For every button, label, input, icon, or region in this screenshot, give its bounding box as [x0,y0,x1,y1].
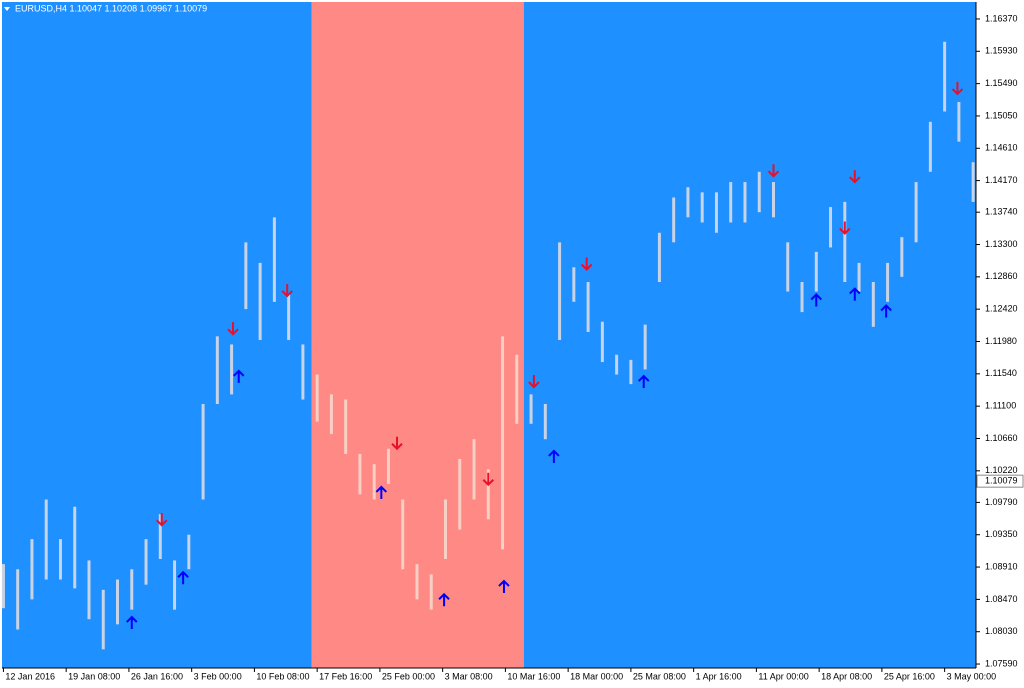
sell-arrow [482,472,494,487]
y-tick-label: 1.10220 [985,465,1018,475]
y-tick-label: 1.16370 [985,13,1018,23]
x-tick-label: 18 Apr 08:00 [821,671,872,681]
x-tick-label: 11 Apr 00:00 [758,671,808,681]
sell-arrow [839,221,851,235]
y-tick-label: 1.08910 [985,561,1018,571]
sell-arrow [391,436,403,451]
y-tick-label: 1.08470 [985,594,1018,604]
y-tick-label: 1.07590 [985,658,1018,668]
buy-arrow [548,449,560,463]
x-tick-label: 25 Mar 08:00 [633,671,686,681]
y-tick-label: 1.15490 [985,78,1018,88]
y-tick-label: 1.11100 [985,401,1016,411]
buy-arrow [177,570,189,585]
y-tick-label: 1.14610 [985,143,1018,153]
buy-arrow [375,485,388,499]
x-tick-label: 3 Mar 08:00 [445,671,493,681]
y-tick-label: 1.11980 [985,336,1017,346]
buy-arrow [498,579,510,594]
y-tick-label: 1.12860 [985,271,1018,281]
x-tick-label: 12 Jan 2016 [5,671,55,681]
x-tick-label: 3 May 00:00 [947,671,997,681]
x-tick-label: 25 Apr 16:00 [884,671,935,681]
plot-area [1,2,976,668]
sell-arrow [767,164,780,178]
y-tick-label: 1.15930 [985,46,1018,56]
buy-arrow [126,615,138,630]
x-tick-label: 1 Apr 16:00 [696,671,742,681]
y-tick-label: 1.14170 [985,175,1018,185]
y-tick-label: 1.15050 [985,110,1018,120]
buy-arrow [849,287,861,301]
x-tick-label: 10 Feb 08:00 [256,671,309,681]
last-price-box [976,474,1024,488]
x-tick-label: 17 Feb 16:00 [319,671,372,681]
x-tick-label: 10 Mar 16:00 [507,671,560,681]
x-tick-label: 3 Feb 00:00 [194,671,242,681]
buy-arrow [810,293,822,307]
menu-triangle[interactable] [4,7,10,11]
sell-arrow [281,283,293,298]
x-tick-label: 19 Jan 08:00 [68,671,120,681]
x-tick-label: 26 Jan 16:00 [131,671,183,681]
sell-arrow [528,375,540,389]
highlight-zone [311,2,524,668]
buy-arrow [638,374,650,389]
y-tick-label: 1.13300 [985,239,1018,249]
last-price-label: 1.10079 [985,476,1018,486]
buy-arrow [233,369,245,383]
buy-arrow [880,304,892,318]
y-tick-label: 1.12420 [985,304,1018,314]
y-tick-label: 1.10660 [985,433,1018,443]
y-tick-label: 1.13740 [985,207,1018,217]
sell-arrow [227,322,239,336]
sell-arrow [951,81,964,96]
sell-arrow [156,513,168,527]
chart-title: EURUSD,H4 1.10047 1.10208 1.09967 1.1007… [15,3,207,13]
y-tick-label: 1.09790 [985,497,1018,507]
y-tick-label: 1.09350 [985,529,1018,539]
x-tick-label: 18 Mar 00:00 [570,671,623,681]
y-tick-label: 1.11540 [985,368,1017,378]
x-tick-label: 25 Feb 00:00 [382,671,435,681]
y-tick-label: 1.08030 [985,626,1018,636]
sell-arrow [580,257,593,271]
buy-arrow [438,592,450,607]
sell-arrow [849,170,861,184]
